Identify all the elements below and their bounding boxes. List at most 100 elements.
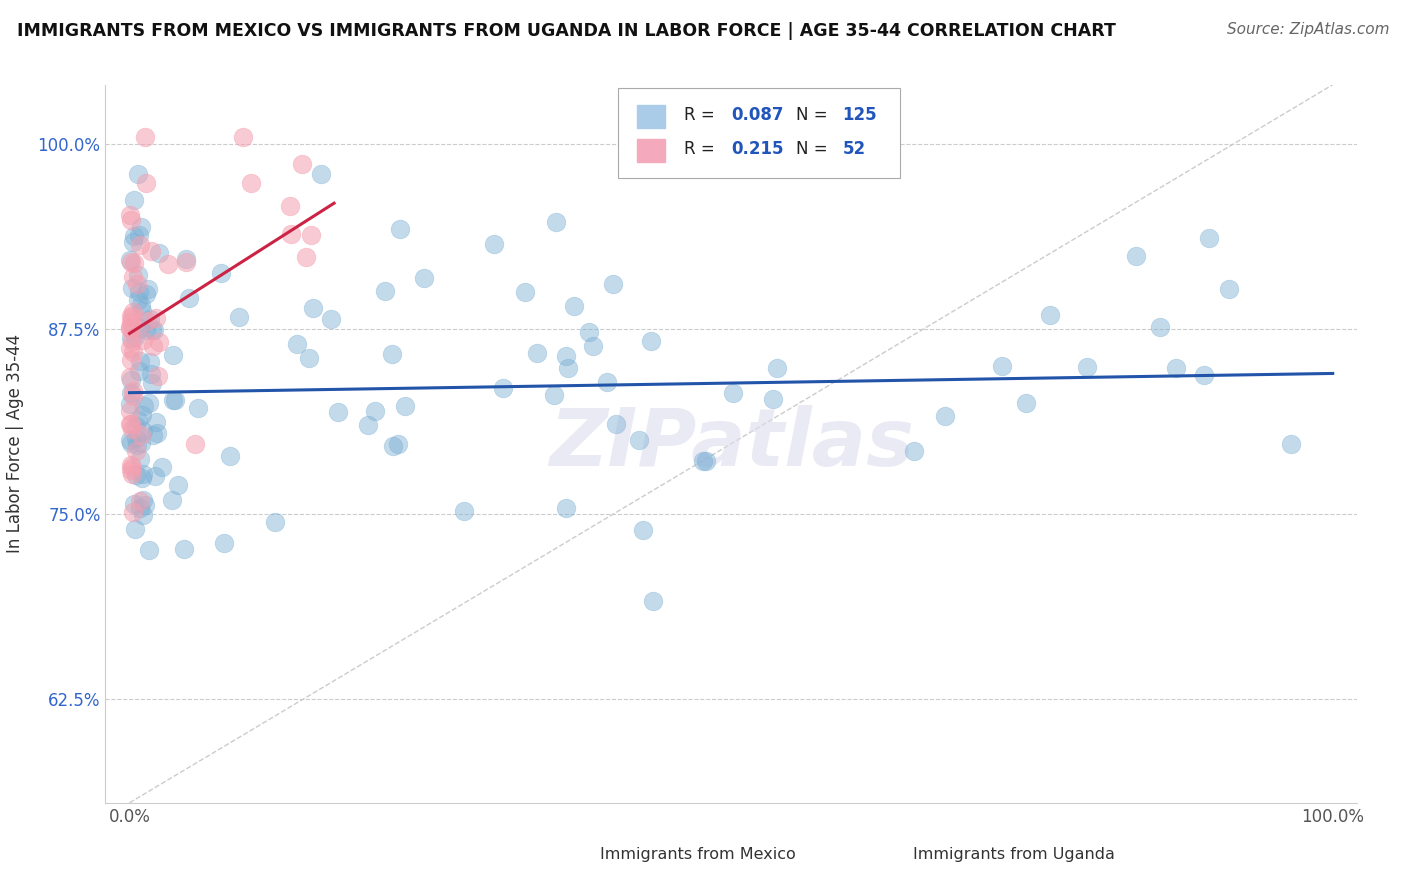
- Text: IMMIGRANTS FROM MEXICO VS IMMIGRANTS FROM UGANDA IN LABOR FORCE | AGE 35-44 CORR: IMMIGRANTS FROM MEXICO VS IMMIGRANTS FRO…: [17, 22, 1116, 40]
- Point: [131, 408, 153, 422]
- Point: [1125, 249, 1147, 263]
- Point: [387, 437, 409, 451]
- Point: [311, 167, 333, 181]
- Point: [141, 376, 163, 390]
- Point: [695, 454, 717, 468]
- Point: [127, 293, 149, 308]
- Point: [120, 330, 142, 344]
- Point: [135, 287, 157, 301]
- Point: [121, 345, 143, 359]
- Point: [125, 277, 148, 292]
- Point: [139, 355, 162, 369]
- Point: [146, 426, 169, 441]
- Point: [142, 323, 165, 337]
- Point: [148, 245, 170, 260]
- Point: [1149, 320, 1171, 334]
- Point: [766, 361, 789, 376]
- Point: [484, 237, 506, 252]
- Point: [131, 303, 153, 318]
- Point: [128, 285, 150, 300]
- Point: [127, 437, 149, 451]
- Point: [148, 334, 170, 349]
- Point: [543, 388, 565, 402]
- Point: [381, 346, 404, 360]
- Point: [388, 221, 411, 235]
- Point: [118, 341, 141, 355]
- Point: [128, 493, 150, 508]
- Point: [120, 209, 142, 223]
- Point: [120, 309, 142, 323]
- Point: [631, 523, 654, 537]
- Point: [129, 451, 152, 466]
- Point: [382, 439, 405, 453]
- Point: [138, 542, 160, 557]
- Point: [120, 322, 142, 336]
- Point: [124, 330, 146, 344]
- Point: [121, 281, 143, 295]
- Point: [120, 352, 142, 367]
- Point: [121, 384, 143, 398]
- Point: [118, 370, 141, 384]
- Point: [214, 535, 236, 549]
- Point: [364, 404, 387, 418]
- Point: [121, 460, 143, 475]
- Point: [278, 199, 301, 213]
- Point: [139, 311, 162, 326]
- Point: [120, 435, 142, 450]
- Point: [374, 284, 396, 298]
- Point: [232, 129, 254, 144]
- Point: [122, 229, 145, 244]
- Point: [132, 492, 155, 507]
- Point: [526, 345, 548, 359]
- Point: [209, 266, 232, 280]
- Point: [132, 467, 155, 481]
- Point: [118, 320, 141, 334]
- Point: [179, 291, 201, 305]
- Point: [135, 323, 157, 337]
- Point: [187, 401, 209, 416]
- Point: [129, 298, 152, 312]
- Point: [990, 359, 1012, 374]
- Point: [118, 417, 141, 431]
- Point: [1198, 231, 1220, 245]
- Text: R =: R =: [683, 106, 714, 124]
- Point: [162, 393, 184, 408]
- Point: [134, 129, 156, 144]
- Point: [174, 255, 197, 269]
- FancyBboxPatch shape: [637, 138, 665, 161]
- Point: [239, 176, 262, 190]
- Point: [129, 353, 152, 368]
- Point: [131, 428, 153, 442]
- Point: [121, 334, 143, 348]
- Point: [1164, 361, 1187, 376]
- Point: [122, 305, 145, 319]
- Point: [127, 413, 149, 427]
- Point: [139, 367, 162, 381]
- Point: [129, 219, 152, 234]
- Point: [134, 498, 156, 512]
- Point: [299, 228, 322, 243]
- Point: [120, 373, 142, 387]
- FancyBboxPatch shape: [506, 842, 575, 867]
- Point: [145, 310, 167, 325]
- Point: [131, 471, 153, 485]
- Point: [121, 321, 143, 335]
- Text: N =: N =: [796, 140, 828, 158]
- Point: [692, 454, 714, 468]
- Point: [132, 508, 155, 522]
- Point: [120, 463, 142, 477]
- Point: [302, 301, 325, 315]
- Text: 125: 125: [842, 106, 877, 124]
- Point: [492, 381, 515, 395]
- FancyBboxPatch shape: [637, 105, 665, 128]
- Point: [903, 444, 925, 458]
- Point: [218, 450, 240, 464]
- Text: 52: 52: [842, 140, 866, 158]
- Point: [118, 397, 141, 411]
- Point: [546, 215, 568, 229]
- Point: [412, 271, 434, 285]
- Point: [128, 364, 150, 378]
- Point: [124, 522, 146, 536]
- Point: [142, 339, 165, 353]
- Point: [121, 422, 143, 436]
